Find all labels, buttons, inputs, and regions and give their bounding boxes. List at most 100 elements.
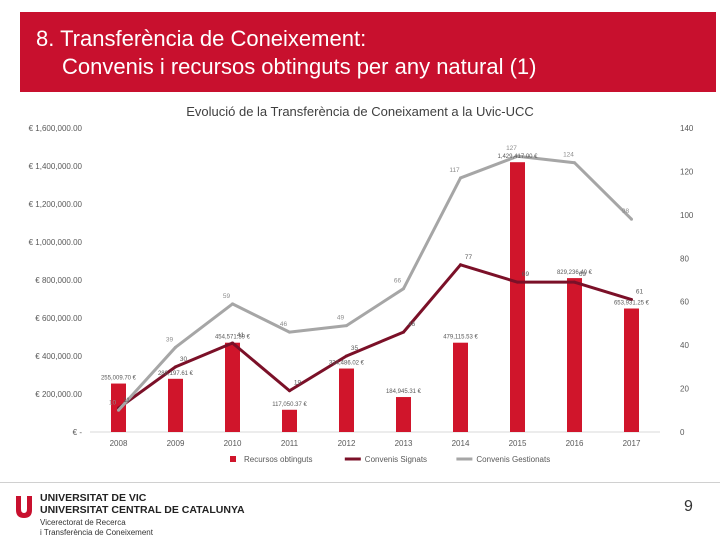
signats-data-label: 69 — [522, 271, 530, 278]
bar-2015 — [510, 162, 525, 432]
bar-2017 — [624, 308, 639, 432]
chart-title: Evolució de la Transferència de Coneixam… — [186, 104, 534, 119]
point-convenis-signats — [402, 330, 405, 334]
bar-2011 — [282, 409, 297, 432]
point-convenis-signats — [630, 298, 633, 302]
university-name-line1: UNIVERSITAT DE VIC — [40, 492, 147, 504]
x-tick-label: 2008 — [110, 439, 128, 448]
bar-data-label: 334,486.02 € — [329, 361, 365, 367]
y-right-tick-label: 60 — [680, 298, 689, 307]
y-left-tick-label: € 200,000.00 — [35, 390, 82, 399]
bar-data-label: 117,050.37 € — [272, 402, 307, 408]
university-name: UNIVERSITAT DE VIC UNIVERSITAT CENTRAL D… — [40, 492, 245, 516]
bar-2016 — [567, 278, 582, 432]
signats-data-label: 41 — [237, 332, 245, 339]
department-name-line2: i Transferència de Coneixement — [40, 528, 153, 537]
gestionats-data-label: 46 — [280, 321, 288, 328]
bar-2013 — [396, 397, 411, 432]
bar-2014 — [453, 342, 468, 432]
point-convenis-gestionats — [174, 345, 177, 349]
y-left-tick-label: € 600,000.00 — [35, 314, 82, 323]
bar-data-label: 288,197.61 € — [158, 371, 194, 377]
university-logo-icon — [16, 496, 32, 518]
signats-data-label: 35 — [351, 345, 359, 352]
x-tick-label: 2014 — [452, 439, 470, 448]
signats-data-label: 61 — [636, 289, 644, 296]
y-left-tick-label: € 1,200,000.00 — [29, 200, 83, 209]
y-right-tick-label: 20 — [680, 385, 689, 394]
line-convenis-gestionats — [117, 154, 633, 412]
slide-title-line2: Convenis i recursos obtinguts per any na… — [62, 54, 537, 79]
y-left-tick-label: € 400,000.00 — [35, 352, 82, 361]
gestionats-data-label: 39 — [166, 336, 174, 343]
bar-2009 — [168, 378, 183, 432]
legend-swatch — [230, 456, 236, 462]
gestionats-data-label: 117 — [449, 167, 460, 174]
page-number: 9 — [684, 498, 693, 515]
bar-data-label: 653,931.25 € — [614, 301, 650, 307]
y-right-tick-label: 120 — [680, 167, 694, 176]
point-convenis-signats — [231, 341, 234, 345]
y-right-tick-label: 100 — [680, 211, 694, 220]
department-name-line1: Vicerectorat de Recerca — [40, 518, 126, 527]
slide-header: 8. Transferència de Coneixement: Conveni… — [20, 12, 716, 92]
point-convenis-gestionats — [345, 324, 348, 328]
y-left-tick-label: € 800,000.00 — [35, 276, 82, 285]
x-tick-label: 2009 — [167, 439, 185, 448]
bar-data-label: 479,115.53 € — [443, 335, 478, 341]
department-name: Vicerectorat de Recerca i Transferència … — [40, 518, 153, 538]
gestionats-data-label: 10 — [109, 399, 117, 406]
x-tick-label: 2016 — [566, 439, 584, 448]
gestionats-data-label: 124 — [563, 152, 574, 159]
y-left-tick-label: € 1,400,000.00 — [29, 162, 83, 171]
combo-chart: € - € 200,000.00 € 400,000.00 € 600,000.00 €… — [29, 124, 694, 464]
bar-2012 — [339, 368, 354, 432]
point-convenis-signats — [573, 280, 576, 284]
x-tick-label: 2012 — [338, 439, 356, 448]
y-right-tick-label: 0 — [680, 428, 685, 437]
point-convenis-signats — [288, 389, 291, 393]
slide-title-line1: 8. Transferència de Coneixement: — [36, 26, 367, 51]
signats-data-label: 77 — [465, 254, 473, 261]
gestionats-data-label: 127 — [506, 145, 517, 152]
gestionats-data-label: 59 — [223, 293, 231, 300]
point-convenis-signats — [516, 280, 519, 284]
university-name-line2: UNIVERSITAT CENTRAL DE CATALUNYA — [40, 504, 245, 516]
x-tick-label: 2010 — [224, 439, 242, 448]
y-left-tick-label: € 1,600,000.00 — [29, 124, 83, 133]
signats-data-label: 19 — [294, 380, 302, 387]
point-convenis-gestionats — [516, 154, 519, 158]
signats-data-label: 11 — [123, 397, 130, 404]
y-left-tick-label: € - — [73, 428, 83, 437]
bar-2010 — [225, 342, 240, 432]
gestionats-data-label: 49 — [337, 315, 345, 322]
point-convenis-signats — [174, 365, 177, 369]
y-right-tick-label: 140 — [680, 124, 694, 133]
y-left-tick-label: € 1,000,000.00 — [29, 238, 83, 247]
y-right-tick-label: 40 — [680, 341, 689, 350]
line-convenis-signats — [117, 263, 632, 410]
point-convenis-signats — [459, 263, 462, 267]
signats-data-label: 46 — [408, 321, 416, 328]
y-right-tick-label: 80 — [680, 254, 689, 263]
point-convenis-gestionats — [402, 287, 405, 291]
legend-label: Convenis Signats — [365, 455, 427, 464]
bar-data-label: 829,236.40 € — [557, 270, 593, 276]
gestionats-data-label: 66 — [394, 278, 402, 285]
point-convenis-gestionats — [573, 161, 576, 165]
point-convenis-signats — [345, 354, 348, 358]
point-convenis-gestionats — [231, 302, 234, 306]
point-convenis-gestionats — [459, 176, 462, 180]
signats-data-label: 69 — [579, 271, 587, 278]
bar-data-label: 1,429,417.00 € — [497, 154, 538, 160]
footer-divider — [0, 482, 720, 483]
x-tick-label: 2013 — [395, 439, 413, 448]
legend-label: Convenis Gestionats — [476, 455, 550, 464]
point-convenis-gestionats — [288, 330, 291, 334]
signats-data-label: 30 — [180, 356, 188, 363]
point-convenis-gestionats — [117, 408, 120, 412]
bar-data-label: 184,945.31 € — [386, 389, 422, 395]
point-convenis-gestionats — [630, 217, 633, 221]
x-tick-label: 2017 — [623, 439, 641, 448]
bar-data-label: 454,571.39 € — [215, 335, 251, 341]
